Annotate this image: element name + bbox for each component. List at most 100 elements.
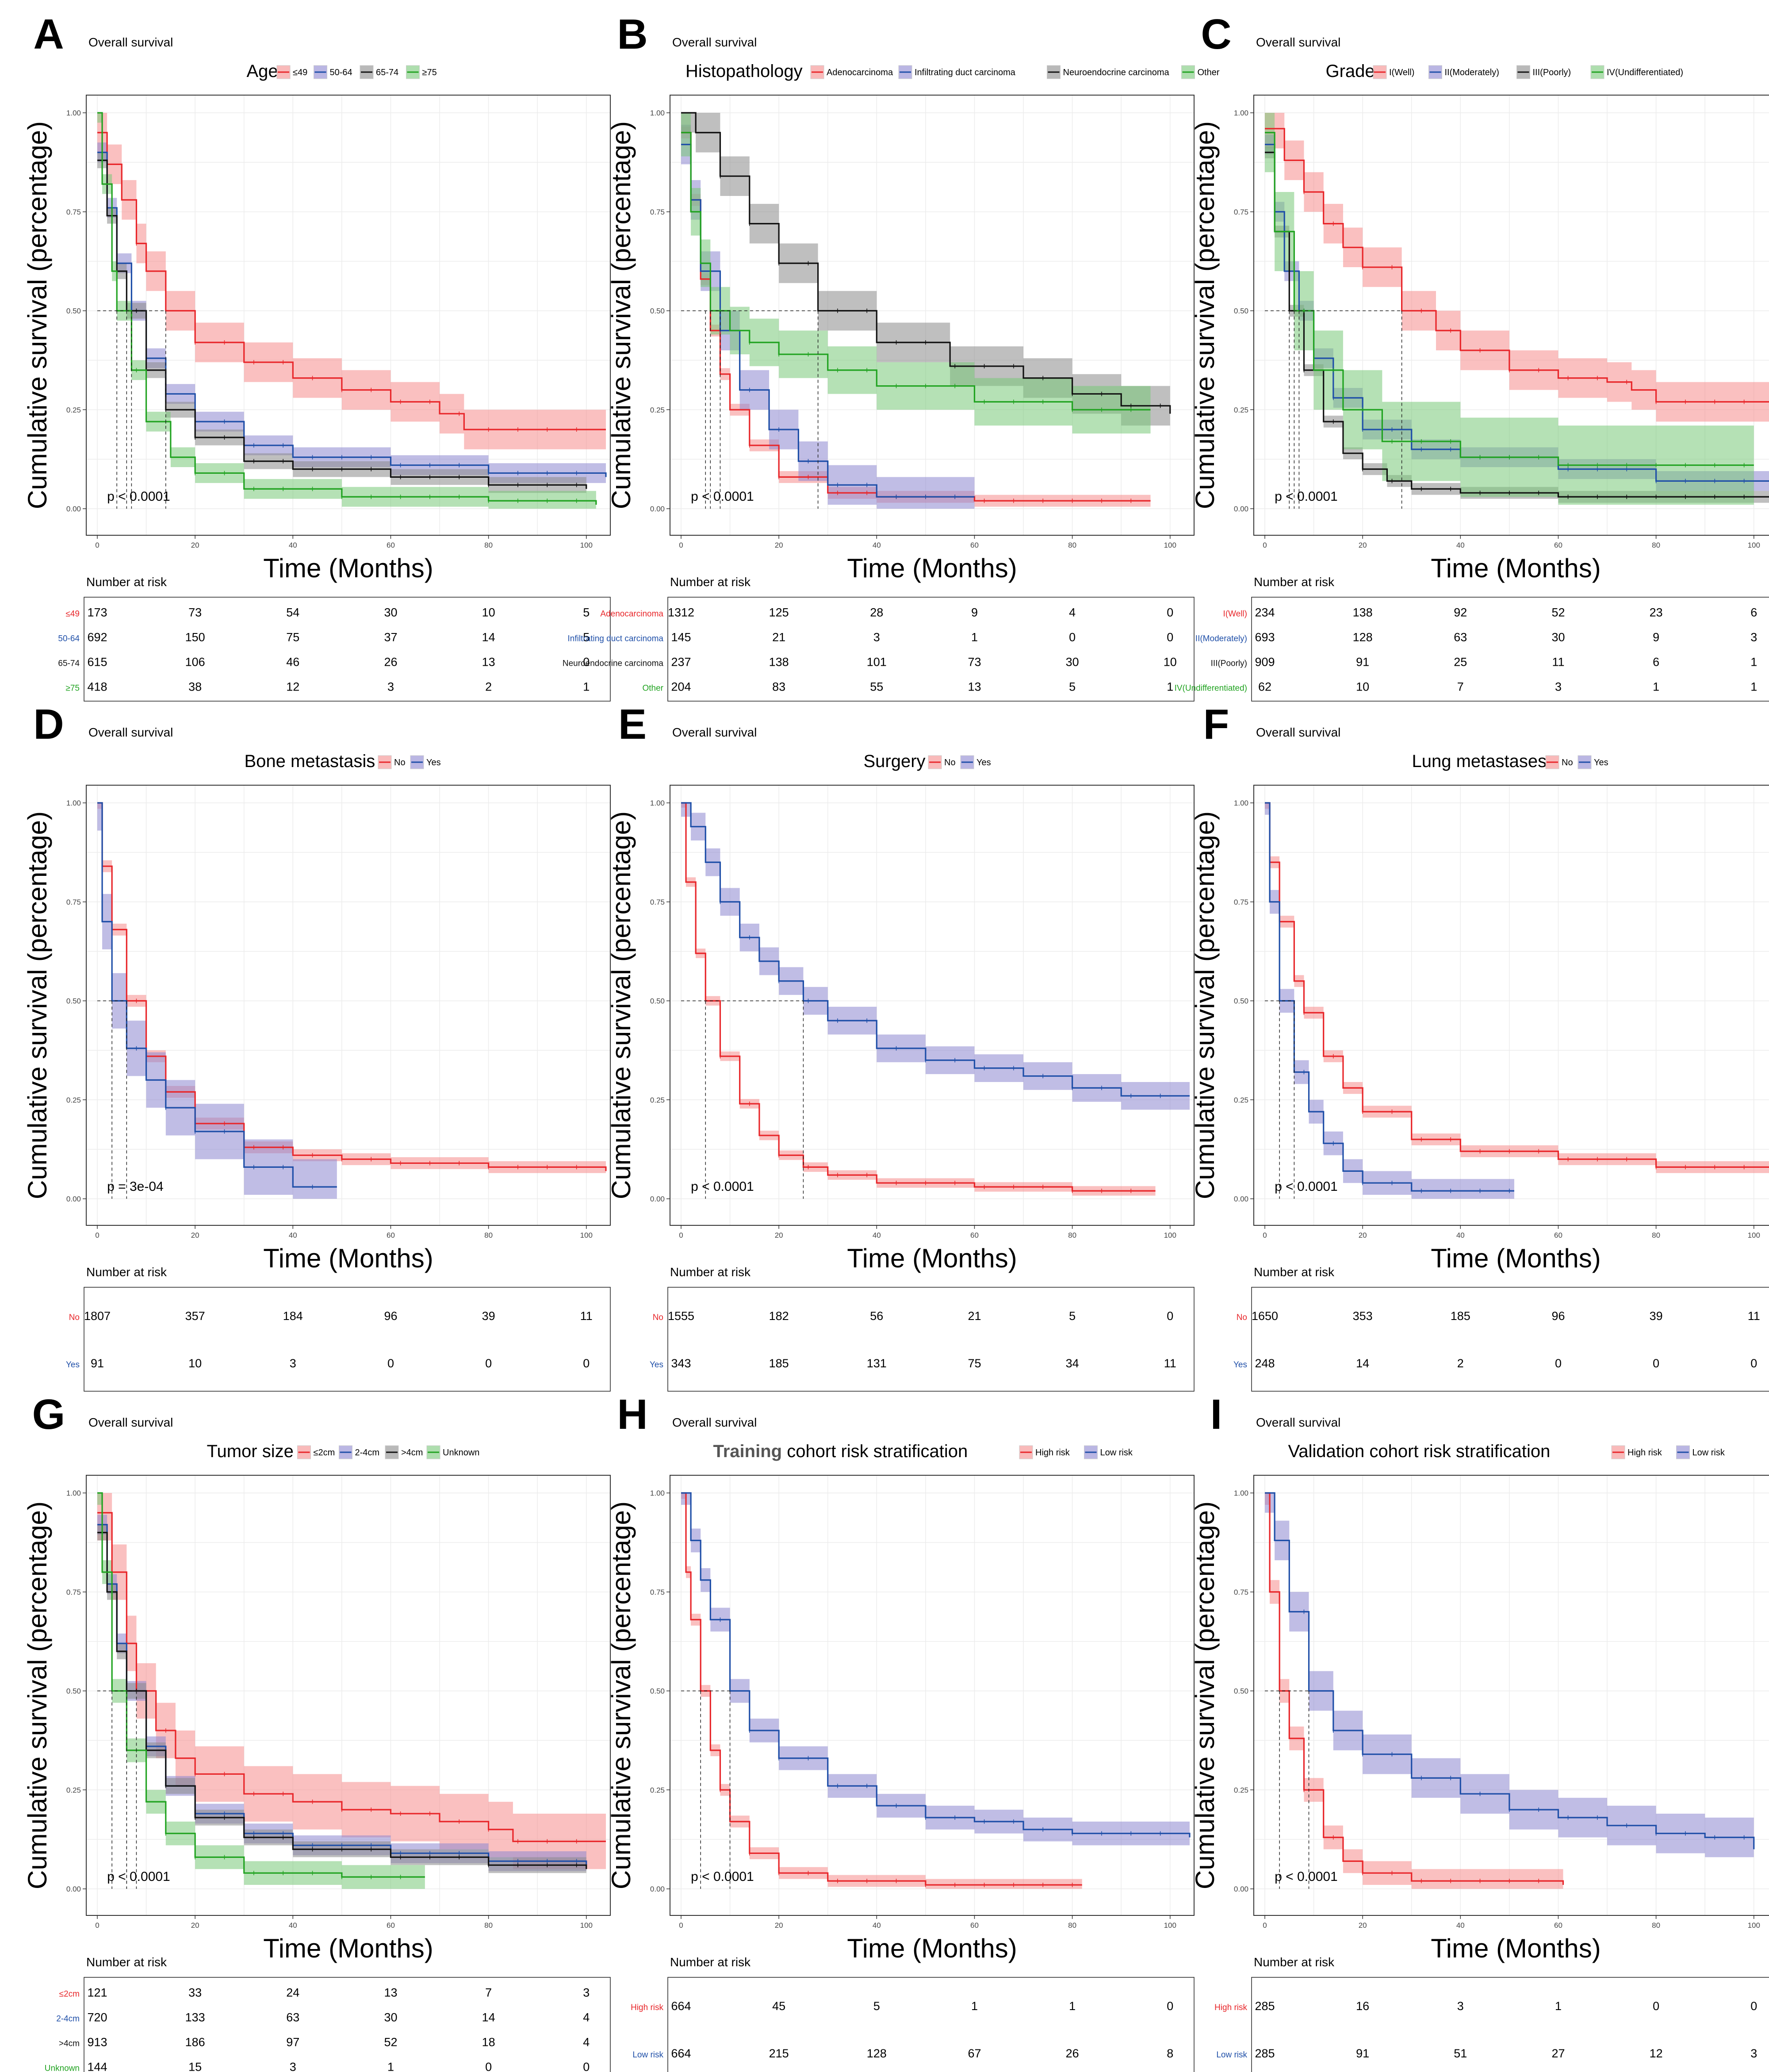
- risk-value: 6: [1653, 655, 1659, 668]
- x-tick-label: 20: [1359, 1921, 1367, 1930]
- risk-value: 173: [87, 606, 107, 619]
- panel-e: E Overall survival 0 20 40 60 80 100 0.00 0.25 0.5…: [606, 701, 1195, 1392]
- risk-value: 1: [1750, 680, 1757, 693]
- risk-row-label: Neuroendocrine carcinoma: [563, 659, 664, 668]
- risk-row-label: 65-74: [58, 659, 80, 668]
- risk-value: 7: [1457, 680, 1464, 693]
- risk-value: 133: [185, 2011, 205, 2024]
- survival-curve-red: [681, 1492, 1082, 1886]
- subtitle: Overall survival: [672, 35, 757, 49]
- risk-value: 23: [1650, 606, 1663, 619]
- legend-entry: Neuroendocrine carcinoma: [1063, 68, 1170, 77]
- legend-entry: No: [394, 758, 406, 767]
- y-tick-label: 0.25: [650, 1096, 665, 1104]
- risk-value: 285: [1255, 2047, 1275, 2060]
- risk-value: 75: [968, 1357, 981, 1370]
- x-tick-label: 100: [1748, 1921, 1760, 1930]
- risk-value: 357: [185, 1309, 205, 1323]
- risk-table-heading: Number at risk: [670, 1955, 751, 1969]
- x-tick-label: 20: [191, 1231, 199, 1239]
- legend-title: Surgery: [864, 752, 926, 771]
- x-tick-label: 60: [387, 541, 395, 549]
- y-tick-label: 0.00: [66, 505, 81, 513]
- x-tick-label: 80: [484, 1921, 493, 1930]
- survival-curve-red: [1265, 128, 1769, 403]
- panel-letter: B: [617, 11, 647, 58]
- risk-table-heading: Number at risk: [670, 575, 751, 589]
- legend: Bone metastasis No Yes: [245, 752, 441, 771]
- risk-row-label: IV(Undifferentiated): [1175, 683, 1247, 693]
- risk-row-label: 2-4cm: [56, 2014, 80, 2024]
- x-axis-label: Time (Months): [263, 1934, 433, 1963]
- risk-value: 5: [873, 1999, 880, 2013]
- x-tick-label: 20: [191, 1921, 199, 1930]
- x-tick-label: 80: [1652, 541, 1660, 549]
- x-tick-label: 80: [1068, 1231, 1076, 1239]
- risk-value: 15: [188, 2060, 202, 2072]
- risk-table-frame: [84, 597, 611, 702]
- survival-curve-red: [97, 1512, 606, 1842]
- risk-row-label: No: [1237, 1313, 1247, 1322]
- y-tick-label: 0.50: [1234, 997, 1248, 1005]
- legend-entry: 2-4cm: [355, 1448, 380, 1458]
- risk-value: 144: [87, 2060, 107, 2072]
- risk-row-label: No: [69, 1313, 80, 1322]
- legend-title: Validation cohort risk stratification: [1288, 1442, 1551, 1461]
- y-tick-label: 0.00: [650, 1195, 665, 1203]
- x-tick-label: 40: [873, 541, 881, 549]
- y-tick-label: 0.00: [650, 1885, 665, 1893]
- risk-value: 664: [671, 1999, 691, 2013]
- risk-value: 28: [870, 606, 883, 619]
- risk-row-label: 50-64: [58, 634, 80, 644]
- survival-curve-black: [1265, 151, 1769, 498]
- x-tick-label: 60: [387, 1231, 395, 1239]
- risk-value: 121: [87, 1986, 107, 1999]
- y-tick-label: 0.75: [650, 1588, 665, 1596]
- plot-frame: [1253, 95, 1769, 536]
- risk-value: 3: [290, 1357, 296, 1370]
- risk-row-label: II(Moderately): [1195, 634, 1247, 644]
- legend-entry: Infiltrating duct carcinoma: [915, 68, 1016, 77]
- y-tick-label: 0.75: [1234, 1588, 1248, 1596]
- risk-value: 16: [1356, 1999, 1369, 2013]
- risk-row-label: Yes: [650, 1360, 663, 1370]
- x-tick-label: 60: [1554, 541, 1562, 549]
- x-tick-label: 40: [1456, 1231, 1465, 1239]
- y-axis-label: Cumulative survival (percentage): [23, 1501, 52, 1889]
- x-tick-label: 40: [873, 1231, 881, 1239]
- y-axis-label: Cumulative survival (percentage): [23, 121, 52, 509]
- survival-curve-green: [681, 132, 1151, 411]
- y-axis-label: Cumulative survival (percentage): [1190, 121, 1220, 509]
- p-value: p < 0.0001: [1275, 489, 1338, 504]
- survival-curve-blue: [97, 802, 337, 1188]
- x-tick-label: 100: [1748, 541, 1760, 549]
- legend-title: Histopathology: [685, 61, 803, 81]
- legend-title: Age: [247, 61, 278, 81]
- risk-row-label: Infiltrating duct carcinoma: [568, 634, 664, 644]
- risk-value: 128: [1353, 631, 1373, 644]
- risk-value: 91: [91, 1357, 104, 1370]
- y-tick-label: 0.00: [66, 1885, 81, 1893]
- risk-row-label: III(Poorly): [1211, 659, 1247, 668]
- risk-value: 2: [485, 680, 492, 693]
- risk-value: 37: [384, 631, 397, 644]
- survival-curve-blue: [1265, 1492, 1755, 1849]
- risk-value: 5: [583, 606, 590, 619]
- x-tick-label: 100: [580, 1921, 593, 1930]
- x-tick-label: 100: [1164, 1231, 1176, 1239]
- y-tick-label: 0.75: [66, 898, 81, 906]
- risk-table-heading: Number at risk: [670, 1265, 751, 1279]
- legend-entry: High risk: [1035, 1448, 1070, 1458]
- y-tick-label: 0.75: [66, 208, 81, 216]
- risk-value: 693: [1255, 631, 1275, 644]
- panel-letter: F: [1203, 701, 1229, 748]
- risk-value: 34: [1066, 1357, 1079, 1370]
- risk-table-frame: [667, 1287, 1195, 1392]
- risk-value: 97: [286, 2035, 299, 2049]
- risk-value: 51: [1454, 2047, 1467, 2060]
- y-tick-label: 0.25: [66, 1096, 81, 1104]
